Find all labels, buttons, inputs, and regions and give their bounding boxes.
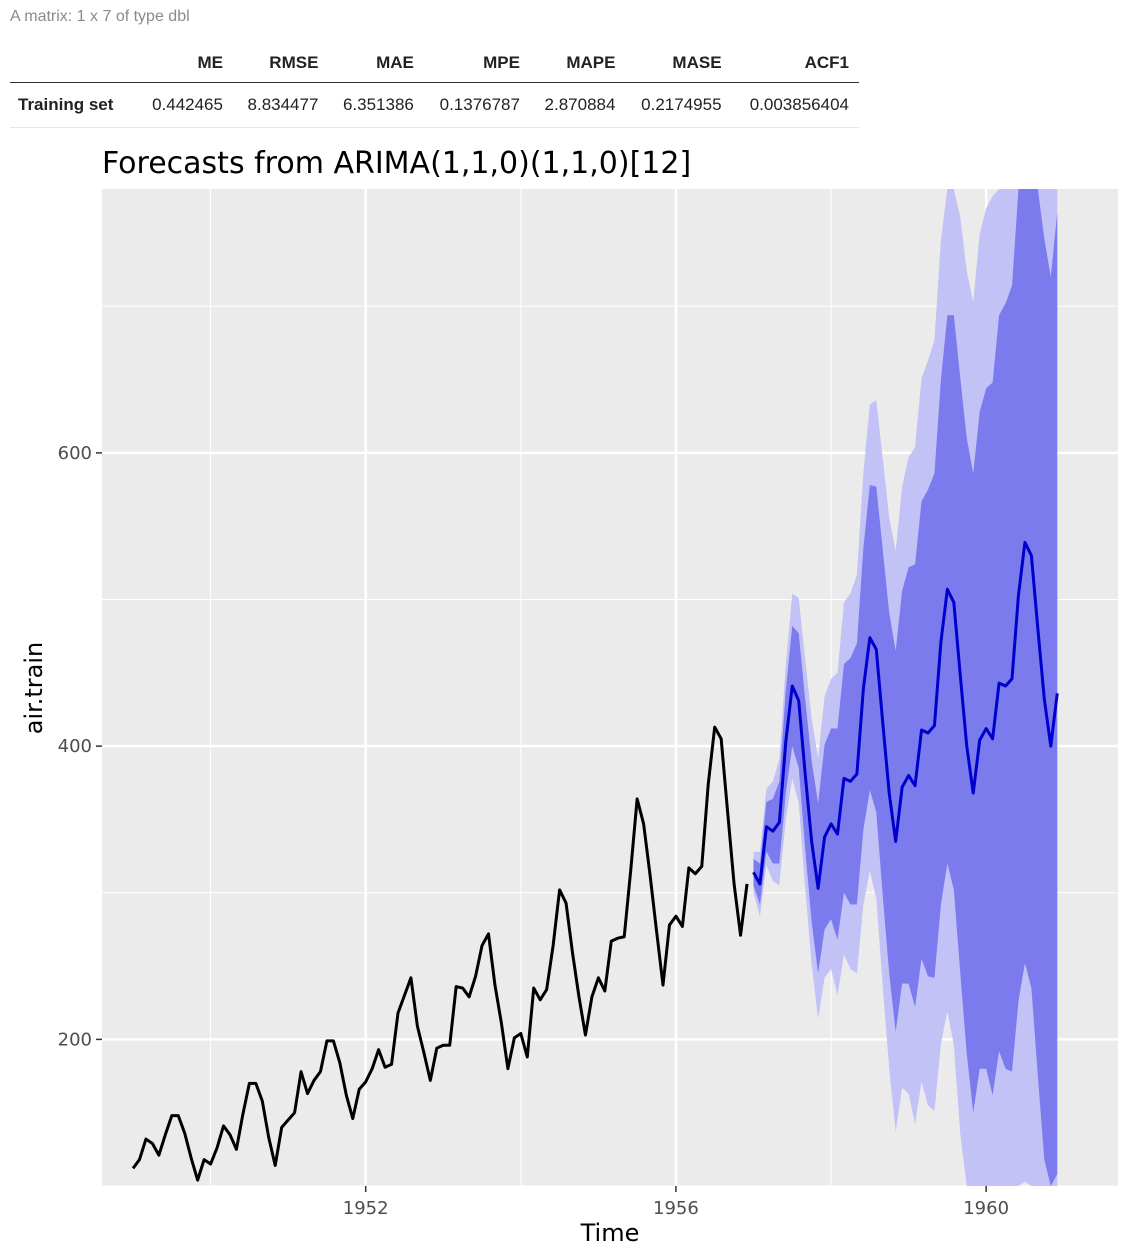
cell-mae: 6.351386	[328, 82, 424, 128]
actual-series-line	[131, 725, 749, 1182]
y-tick-label: 200	[58, 1029, 92, 1050]
column-header-mpe: MPE	[423, 44, 530, 83]
matrix-caption: A matrix: 1 x 7 of type dbl	[10, 8, 190, 25]
x-tick-label: 1956	[653, 1198, 699, 1219]
y-tick-label: 400	[58, 736, 92, 757]
accuracy-table: ME RMSE MAE MPE MAPE MASE ACF1 Training …	[10, 44, 859, 128]
chart-title: Forecasts from ARIMA(1,1,0)(1,1,0)[12]	[102, 146, 691, 181]
table-row: Training set 0.442465 8.834477 6.351386 …	[10, 82, 859, 128]
forecast-series-line	[752, 540, 1059, 890]
column-header-mae: MAE	[328, 44, 424, 83]
x-axis-label: Time	[580, 1219, 640, 1247]
cell-mase: 0.2174955	[625, 82, 732, 128]
column-header-rmse: RMSE	[232, 44, 329, 83]
column-header-mape: MAPE	[529, 44, 626, 83]
table-header-row: ME RMSE MAE MPE MAPE MASE ACF1	[10, 44, 859, 83]
cell-acf1: 0.003856404	[731, 82, 859, 128]
cell-me: 0.442465	[137, 82, 233, 128]
cell-rmse: 8.834477	[232, 82, 329, 128]
y-tick-label: 600	[58, 443, 92, 464]
cell-mape: 2.870884	[529, 82, 626, 128]
prediction-interval-80-band	[753, 189, 1058, 1186]
x-axis: 1952 1956 1960	[343, 1186, 1009, 1219]
y-axis-label: air.train	[20, 642, 48, 735]
y-axis: 200 400 600	[58, 443, 102, 1050]
x-tick-label: 1960	[963, 1198, 1009, 1219]
row-name-training-set: Training set	[10, 82, 138, 128]
column-header-me: ME	[137, 44, 233, 83]
column-header-mase: MASE	[625, 44, 732, 83]
cell-mpe: 0.1376787	[423, 82, 530, 128]
column-header-acf1: ACF1	[731, 44, 859, 83]
row-header-cell	[10, 44, 138, 83]
x-tick-label: 1952	[343, 1198, 389, 1219]
